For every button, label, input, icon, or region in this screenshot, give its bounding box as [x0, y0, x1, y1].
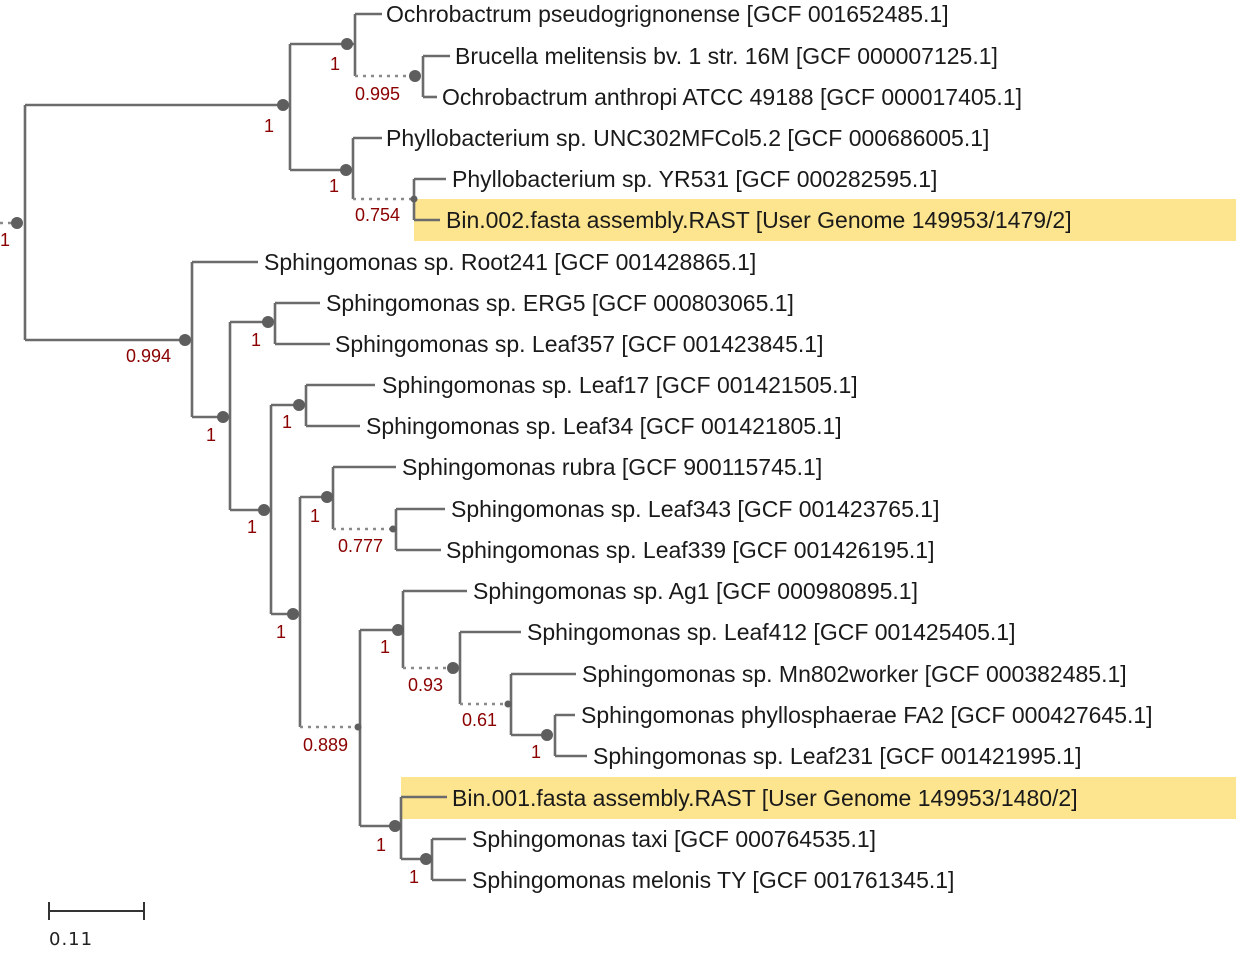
- node-yr531: [410, 195, 418, 203]
- node-leaf343: [389, 525, 397, 533]
- leaf-label: Phyllobacterium sp. UNC302MFCol5.2 [GCF …: [386, 125, 989, 151]
- node-fa2: [541, 729, 553, 741]
- support-erg5: 1: [251, 330, 261, 350]
- leaf-label: Sphingomonas sp. Leaf34 [GCF 001421805.1…: [366, 413, 842, 439]
- leaf-label: Ochrobactrum pseudogrignonense [GCF 0016…: [386, 1, 949, 27]
- support-phyllo: 1: [329, 176, 339, 196]
- support-bin001: 1: [376, 835, 386, 855]
- support-sphingo: 0.994: [126, 346, 171, 366]
- leaf-label: Sphingomonas taxi [GCF 000764535.1]: [472, 826, 876, 852]
- support-ag1: 1: [380, 637, 390, 657]
- node-inner: [217, 411, 229, 423]
- scale-bar-label: 0.11: [49, 929, 93, 950]
- support-leaf343: 0.777: [338, 536, 383, 556]
- node-ochro: [341, 38, 353, 50]
- support-inner4: 0.889: [303, 735, 348, 755]
- leaf-label: Sphingomonas phyllosphaerae FA2 [GCF 000…: [581, 702, 1153, 728]
- leaf-label: Brucella melitensis bv. 1 str. 16M [GCF …: [455, 43, 998, 69]
- node-leaf412: [447, 662, 459, 674]
- leaf-label: Sphingomonas sp. Leaf339 [GCF 001426195.…: [446, 537, 934, 563]
- highlight-bin001: [401, 777, 1236, 819]
- leaf-label: Sphingomonas sp. Leaf17 [GCF 001421505.1…: [382, 372, 858, 398]
- support-yr531: 0.754: [355, 205, 400, 225]
- leaf-label: Ochrobactrum anthropi ATCC 49188 [GCF 00…: [442, 84, 1022, 110]
- leaf-label: Sphingomonas sp. ERG5 [GCF 000803065.1]: [326, 290, 794, 316]
- leaf-label: Sphingomonas sp. Mn802worker [GCF 000382…: [582, 661, 1127, 687]
- node-inner2: [258, 504, 270, 516]
- highlight-bin002: [414, 199, 1236, 241]
- leaf-label: Sphingomonas sp. Ag1 [GCF 000980895.1]: [473, 578, 918, 604]
- support-alpha: 1: [264, 116, 274, 136]
- leaf-labels: Ochrobactrum pseudogrignonense [GCF 0016…: [264, 1, 1153, 893]
- support-ochro: 1: [330, 54, 340, 74]
- leaf-label: Sphingomonas sp. Leaf231 [GCF 001421995.…: [593, 743, 1081, 769]
- node-inner3: [287, 608, 299, 620]
- leaf-label: Sphingomonas sp. Leaf412 [GCF 001425405.…: [527, 619, 1015, 645]
- support-brucella: 0.995: [355, 84, 400, 104]
- support-values: 1 1 1 0.995 1 0.754 0.994 1 1 1 1 1 0.77…: [0, 54, 541, 887]
- support-inner: 1: [206, 425, 216, 445]
- node-erg5: [262, 316, 274, 328]
- node-taxi: [420, 853, 432, 865]
- support-taxi: 1: [409, 867, 419, 887]
- node-sphingo: [179, 334, 191, 346]
- support-fa2: 1: [531, 742, 541, 762]
- leaf-label: Bin.001.fasta assembly.RAST [User Genome…: [452, 785, 1078, 811]
- node-leaf17: [293, 399, 305, 411]
- leaf-label: Sphingomonas melonis TY [GCF 001761345.1…: [472, 867, 954, 893]
- leaf-label: Sphingomonas sp. Leaf357 [GCF 001423845.…: [335, 331, 823, 357]
- node-inner4: [354, 723, 362, 731]
- node-bin001: [389, 820, 401, 832]
- node-rubra: [321, 491, 333, 503]
- leaf-label: Sphingomonas sp. Root241 [GCF 001428865.…: [264, 249, 756, 275]
- node-mn802: [504, 700, 512, 708]
- support-leaf412: 0.93: [408, 675, 443, 695]
- node-ag1: [392, 624, 404, 636]
- leaf-label: Sphingomonas rubra [GCF 900115745.1]: [402, 454, 822, 480]
- support-rubra: 1: [310, 506, 320, 526]
- support-root: 1: [0, 230, 10, 250]
- leaf-label: Bin.002.fasta assembly.RAST [User Genome…: [446, 207, 1072, 233]
- support-inner2: 1: [247, 517, 257, 537]
- node-phyllo: [340, 164, 352, 176]
- node-root: [11, 217, 23, 229]
- support-leaf17: 1: [282, 412, 292, 432]
- tree-nodes: [11, 38, 553, 865]
- leaf-label: Sphingomonas sp. Leaf343 [GCF 001423765.…: [451, 496, 939, 522]
- support-mn802: 0.61: [462, 710, 497, 730]
- leaf-label: Phyllobacterium sp. YR531 [GCF 000282595…: [452, 166, 937, 192]
- node-brucella: [409, 70, 421, 82]
- support-inner3: 1: [276, 622, 286, 642]
- node-alpha: [277, 99, 289, 111]
- scale-bar: 0.11: [48, 902, 145, 950]
